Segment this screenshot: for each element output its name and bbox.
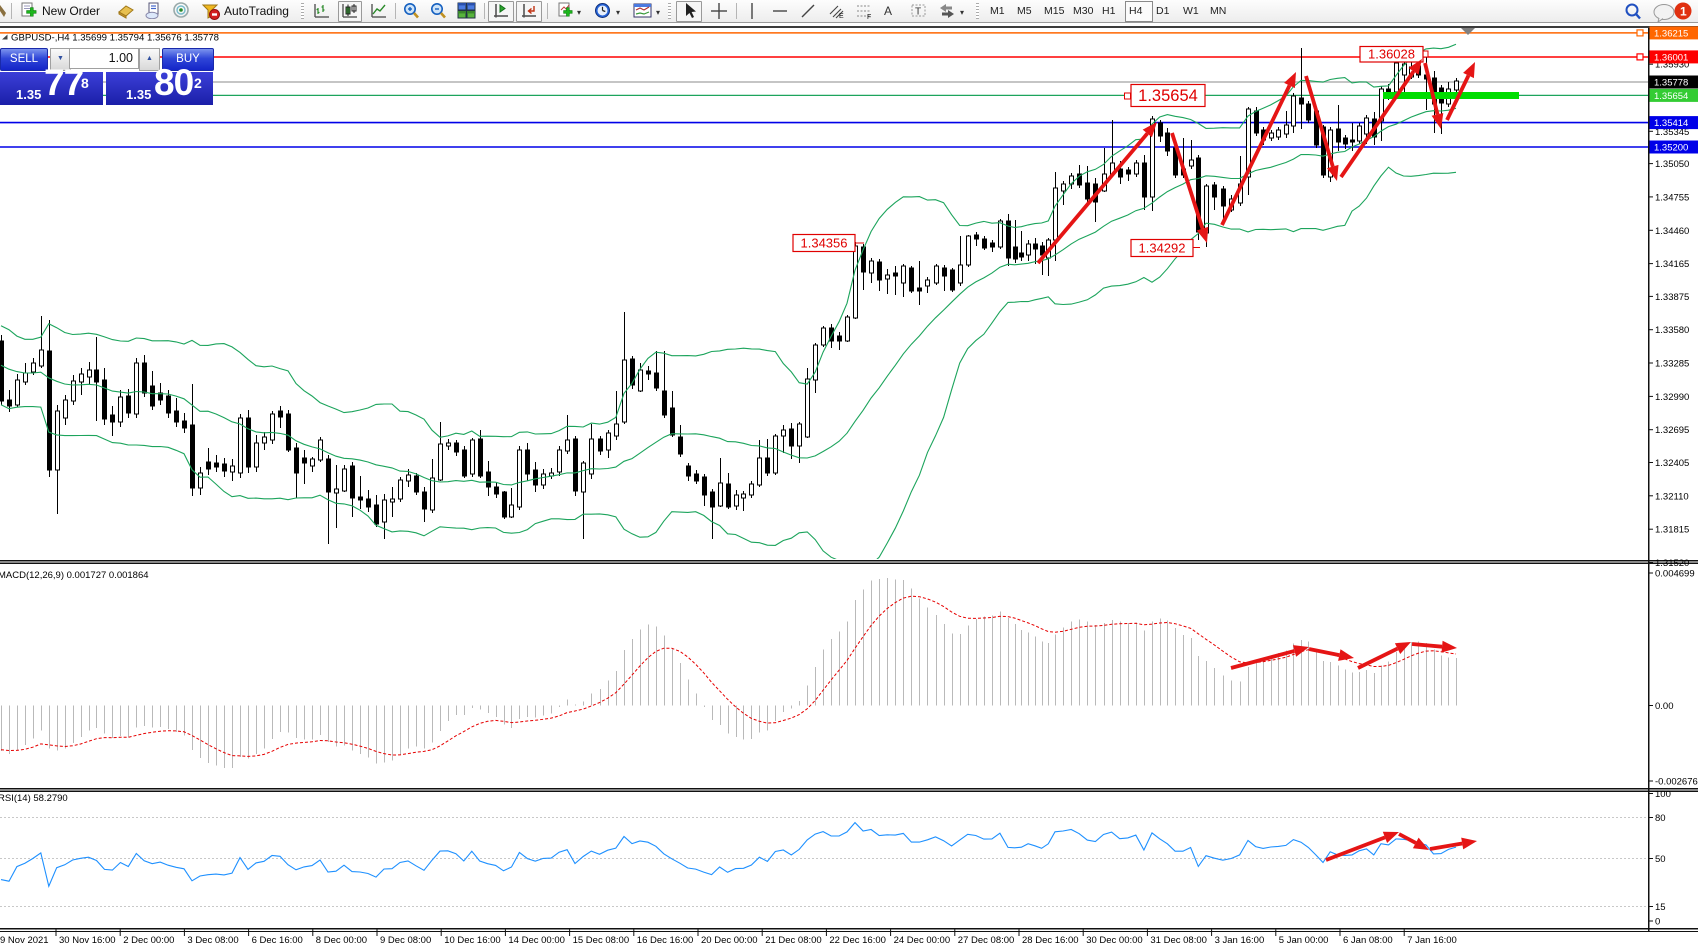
- svg-text:1.34165: 1.34165: [1655, 259, 1689, 270]
- svg-text:16 Dec 16:00: 16 Dec 16:00: [637, 935, 694, 946]
- svg-text:9 Dec 08:00: 9 Dec 08:00: [380, 935, 431, 946]
- svg-text:1.35930: 1.35930: [1655, 60, 1689, 71]
- svg-text:30 Nov 16:00: 30 Nov 16:00: [59, 935, 116, 946]
- svg-text:100: 100: [1655, 789, 1671, 800]
- svg-text:1.33875: 1.33875: [1655, 292, 1689, 303]
- svg-text:1.31815: 1.31815: [1655, 525, 1689, 536]
- svg-text:1.36028: 1.36028: [1368, 47, 1415, 62]
- svg-text:E: E: [839, 13, 844, 20]
- svg-text:1.36001: 1.36001: [1654, 52, 1688, 63]
- svg-text:F: F: [867, 14, 871, 20]
- svg-text:1.34755: 1.34755: [1655, 192, 1689, 203]
- svg-text:2 Dec 00:00: 2 Dec 00:00: [123, 935, 174, 946]
- svg-text:31 Dec 08:00: 31 Dec 08:00: [1150, 935, 1207, 946]
- svg-text:28 Dec 16:00: 28 Dec 16:00: [1022, 935, 1079, 946]
- svg-text:6 Jan 08:00: 6 Jan 08:00: [1343, 935, 1393, 946]
- svg-text:1: 1: [1680, 5, 1687, 19]
- svg-text:15: 15: [1655, 902, 1666, 913]
- svg-text:1.33580: 1.33580: [1655, 325, 1689, 336]
- svg-text:14 Dec 00:00: 14 Dec 00:00: [508, 935, 565, 946]
- svg-text:MACD(12,26,9) 0.001727 0.00186: MACD(12,26,9) 0.001727 0.001864: [0, 570, 149, 581]
- svg-text:1.35654: 1.35654: [1138, 87, 1198, 105]
- svg-text:1.35654: 1.35654: [1654, 91, 1688, 102]
- svg-text:1.34460: 1.34460: [1655, 226, 1689, 237]
- svg-text:1.32990: 1.32990: [1655, 392, 1689, 403]
- svg-text:3 Dec 08:00: 3 Dec 08:00: [187, 935, 238, 946]
- svg-text:-0.002676: -0.002676: [1655, 777, 1698, 788]
- svg-text:1.34292: 1.34292: [1139, 240, 1186, 255]
- svg-text:8 Dec 00:00: 8 Dec 00:00: [316, 935, 367, 946]
- svg-text:1.33285: 1.33285: [1655, 359, 1689, 370]
- svg-text:27 Dec 08:00: 27 Dec 08:00: [958, 935, 1015, 946]
- svg-text:1.32405: 1.32405: [1655, 458, 1689, 469]
- svg-text:50: 50: [1655, 854, 1666, 865]
- svg-text:1.35414: 1.35414: [1654, 118, 1688, 129]
- svg-text:5 Jan 00:00: 5 Jan 00:00: [1279, 935, 1329, 946]
- svg-text:1.35200: 1.35200: [1654, 143, 1688, 154]
- svg-text:1.35778: 1.35778: [1654, 78, 1688, 89]
- svg-text:20 Dec 00:00: 20 Dec 00:00: [701, 935, 758, 946]
- svg-text:15 Dec 08:00: 15 Dec 08:00: [573, 935, 630, 946]
- svg-text:24 Dec 00:00: 24 Dec 00:00: [894, 935, 951, 946]
- svg-text:1.31520: 1.31520: [1655, 558, 1689, 569]
- svg-text:80: 80: [1655, 813, 1666, 824]
- svg-text:9 Nov 2021: 9 Nov 2021: [0, 935, 49, 946]
- svg-text:RSI(14) 58.2790: RSI(14) 58.2790: [0, 793, 68, 804]
- svg-text:1.32110: 1.32110: [1655, 491, 1689, 502]
- svg-text:1.34356: 1.34356: [801, 235, 848, 250]
- svg-text:1.35050: 1.35050: [1655, 159, 1689, 170]
- svg-text:1.35345: 1.35345: [1655, 127, 1689, 138]
- svg-text:30 Dec 00:00: 30 Dec 00:00: [1086, 935, 1143, 946]
- svg-text:6 Dec 16:00: 6 Dec 16:00: [252, 935, 303, 946]
- svg-text:GBPUSD-,H4 1.35699 1.35794 1.: GBPUSD-,H4 1.35699 1.35794 1.35676 1.357…: [11, 33, 219, 44]
- svg-text:7 Jan 16:00: 7 Jan 16:00: [1407, 935, 1457, 946]
- svg-text:22 Dec 16:00: 22 Dec 16:00: [829, 935, 886, 946]
- svg-text:10 Dec 16:00: 10 Dec 16:00: [444, 935, 501, 946]
- svg-text:21 Dec 08:00: 21 Dec 08:00: [765, 935, 822, 946]
- svg-text:0: 0: [1655, 917, 1660, 928]
- svg-text:1.32695: 1.32695: [1655, 425, 1689, 436]
- svg-text:1.36215: 1.36215: [1654, 28, 1688, 39]
- svg-text:T: T: [915, 7, 921, 18]
- svg-text:3 Jan 16:00: 3 Jan 16:00: [1215, 935, 1265, 946]
- svg-text:0.00: 0.00: [1655, 701, 1674, 712]
- svg-text:0.004699: 0.004699: [1655, 569, 1695, 580]
